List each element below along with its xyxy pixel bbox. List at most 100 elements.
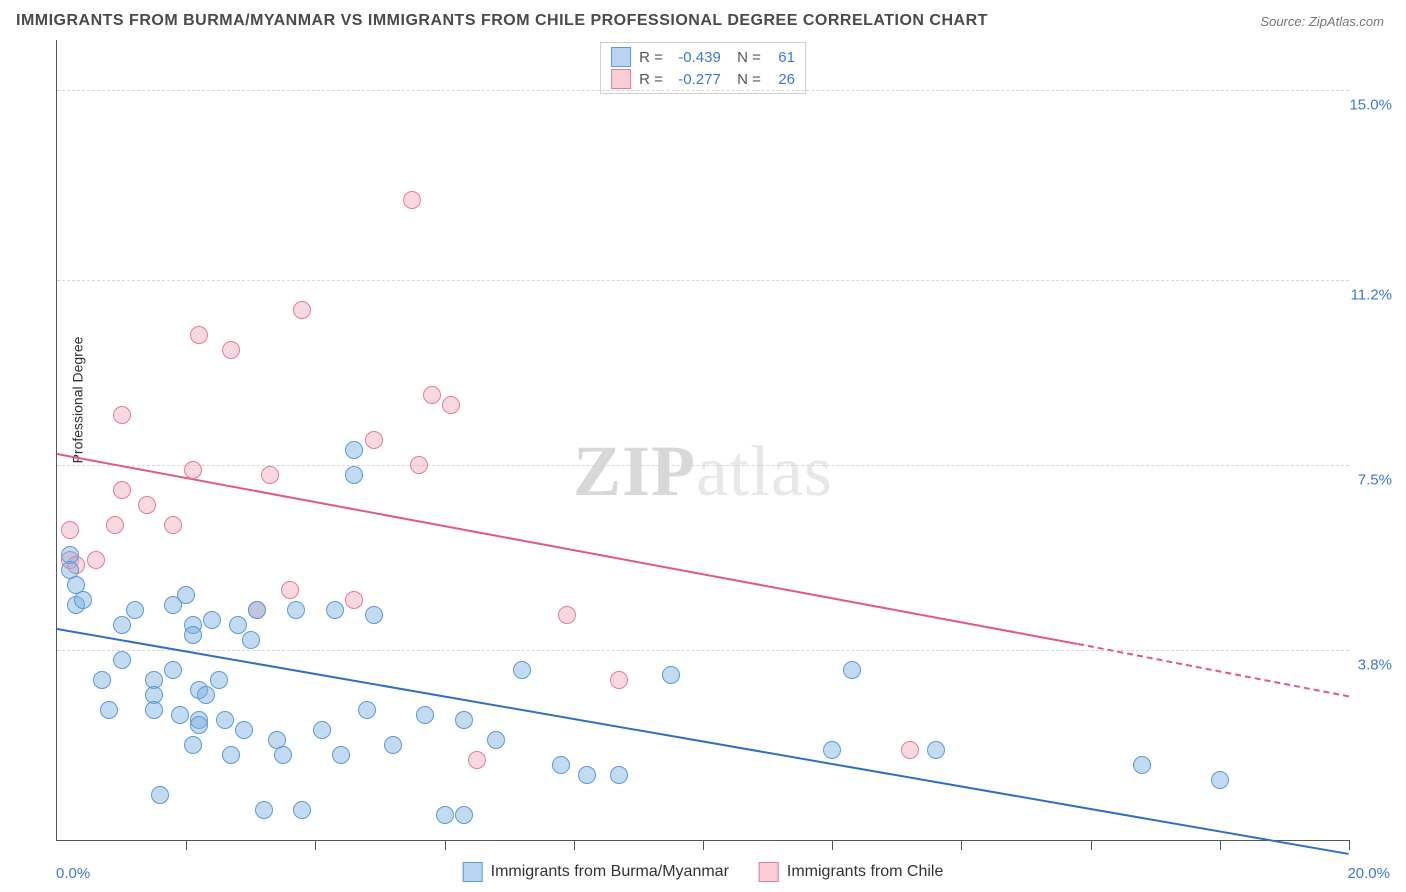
scatter-point-burma bbox=[384, 736, 402, 754]
scatter-point-burma bbox=[248, 601, 266, 619]
r-value: -0.439 bbox=[671, 49, 721, 66]
scatter-point-chile bbox=[423, 386, 441, 404]
x-axis-max-label: 20.0% bbox=[1347, 865, 1390, 882]
series-legend: Immigrants from Burma/Myanmar Immigrants … bbox=[453, 862, 954, 882]
r-label: R = bbox=[639, 71, 663, 88]
scatter-point-chile bbox=[113, 481, 131, 499]
scatter-point-chile bbox=[468, 751, 486, 769]
scatter-point-burma bbox=[113, 651, 131, 669]
scatter-point-burma bbox=[1211, 771, 1229, 789]
chart-title: IMMIGRANTS FROM BURMA/MYANMAR VS IMMIGRA… bbox=[16, 12, 988, 30]
trend-line bbox=[57, 628, 1349, 855]
watermark: ZIPatlas bbox=[573, 430, 833, 513]
scatter-point-burma bbox=[216, 711, 234, 729]
gridline bbox=[57, 650, 1349, 651]
scatter-point-burma bbox=[184, 736, 202, 754]
source-label: Source: ZipAtlas.com bbox=[1260, 14, 1384, 29]
scatter-point-burma bbox=[242, 631, 260, 649]
scatter-point-burma bbox=[365, 606, 383, 624]
gridline bbox=[57, 465, 1349, 466]
scatter-point-chile bbox=[345, 591, 363, 609]
x-tick bbox=[186, 840, 187, 850]
scatter-point-chile bbox=[365, 431, 383, 449]
n-value: 26 bbox=[769, 71, 795, 88]
scatter-point-burma bbox=[113, 616, 131, 634]
x-tick bbox=[315, 840, 316, 850]
source-prefix: Source: bbox=[1260, 14, 1305, 29]
scatter-point-burma bbox=[345, 441, 363, 459]
n-value: 61 bbox=[769, 49, 795, 66]
scatter-point-burma bbox=[416, 706, 434, 724]
scatter-point-burma bbox=[610, 766, 628, 784]
legend-label: Immigrants from Burma/Myanmar bbox=[491, 863, 729, 881]
scatter-point-burma bbox=[1133, 756, 1151, 774]
stats-legend: R =-0.439 N =61R =-0.277 N =26 bbox=[600, 42, 806, 94]
legend-swatch bbox=[611, 69, 631, 89]
scatter-point-burma bbox=[171, 706, 189, 724]
gridline bbox=[57, 280, 1349, 281]
scatter-point-burma bbox=[455, 806, 473, 824]
scatter-point-chile bbox=[293, 301, 311, 319]
x-tick bbox=[961, 840, 962, 850]
scatter-point-chile bbox=[410, 456, 428, 474]
x-tick bbox=[1349, 840, 1350, 850]
scatter-point-burma bbox=[313, 721, 331, 739]
scatter-point-chile bbox=[558, 606, 576, 624]
scatter-point-chile bbox=[610, 671, 628, 689]
y-tick-label: 11.2% bbox=[1351, 287, 1392, 304]
scatter-point-chile bbox=[113, 406, 131, 424]
scatter-point-burma bbox=[255, 801, 273, 819]
scatter-point-burma bbox=[145, 701, 163, 719]
scatter-point-burma bbox=[177, 586, 195, 604]
legend-item: Immigrants from Burma/Myanmar bbox=[463, 862, 729, 882]
legend-item: Immigrants from Chile bbox=[759, 862, 943, 882]
scatter-point-burma bbox=[345, 466, 363, 484]
x-axis-min-label: 0.0% bbox=[56, 865, 90, 882]
x-tick bbox=[1091, 840, 1092, 850]
scatter-point-burma bbox=[843, 661, 861, 679]
source-link[interactable]: ZipAtlas.com bbox=[1309, 14, 1384, 29]
scatter-point-burma bbox=[326, 601, 344, 619]
scatter-point-chile bbox=[87, 551, 105, 569]
plot-area: ZIPatlas R =-0.439 N =61R =-0.277 N =26 bbox=[56, 40, 1349, 841]
scatter-point-chile bbox=[281, 581, 299, 599]
r-value: -0.277 bbox=[671, 71, 721, 88]
stats-legend-row: R =-0.439 N =61 bbox=[611, 46, 795, 68]
y-tick-label: 15.0% bbox=[1349, 97, 1392, 114]
r-label: R = bbox=[639, 49, 663, 66]
scatter-point-chile bbox=[403, 191, 421, 209]
scatter-point-burma bbox=[184, 626, 202, 644]
scatter-point-chile bbox=[190, 326, 208, 344]
legend-swatch bbox=[463, 862, 483, 882]
legend-swatch bbox=[759, 862, 779, 882]
scatter-point-chile bbox=[901, 741, 919, 759]
y-tick-label: 3.8% bbox=[1358, 657, 1392, 674]
watermark-zip: ZIP bbox=[573, 431, 696, 511]
scatter-point-chile bbox=[222, 341, 240, 359]
scatter-point-burma bbox=[93, 671, 111, 689]
legend-label: Immigrants from Chile bbox=[787, 863, 943, 881]
scatter-point-burma bbox=[487, 731, 505, 749]
x-tick bbox=[574, 840, 575, 850]
scatter-point-burma bbox=[823, 741, 841, 759]
scatter-point-chile bbox=[164, 516, 182, 534]
scatter-point-burma bbox=[332, 746, 350, 764]
scatter-point-burma bbox=[74, 591, 92, 609]
scatter-point-burma bbox=[190, 716, 208, 734]
gridline bbox=[57, 90, 1349, 91]
x-tick bbox=[832, 840, 833, 850]
scatter-point-burma bbox=[662, 666, 680, 684]
x-tick bbox=[703, 840, 704, 850]
scatter-point-burma bbox=[100, 701, 118, 719]
x-tick bbox=[1220, 840, 1221, 850]
scatter-point-burma bbox=[126, 601, 144, 619]
stats-legend-row: R =-0.277 N =26 bbox=[611, 68, 795, 90]
scatter-point-chile bbox=[106, 516, 124, 534]
scatter-point-chile bbox=[61, 521, 79, 539]
scatter-point-burma bbox=[164, 661, 182, 679]
scatter-point-burma bbox=[203, 611, 221, 629]
scatter-point-burma bbox=[287, 601, 305, 619]
scatter-point-chile bbox=[138, 496, 156, 514]
scatter-point-burma bbox=[927, 741, 945, 759]
watermark-rest: atlas bbox=[696, 431, 833, 511]
